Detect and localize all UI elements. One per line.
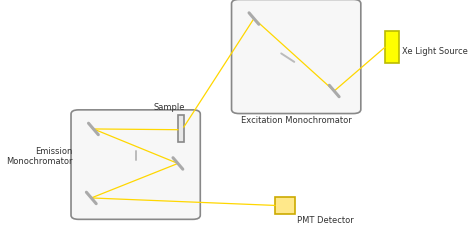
Text: Excitation Monochromator: Excitation Monochromator [241,116,352,125]
Bar [275,197,295,214]
FancyBboxPatch shape [231,0,361,114]
Text: Emission
Monochromator: Emission Monochromator [6,146,72,165]
Bar [385,32,399,64]
Text: Xe Light Source: Xe Light Source [402,47,468,56]
Text: PMT Detector: PMT Detector [298,215,354,224]
Text: Sample: Sample [154,102,185,111]
Bar [178,116,184,142]
FancyBboxPatch shape [71,110,201,219]
